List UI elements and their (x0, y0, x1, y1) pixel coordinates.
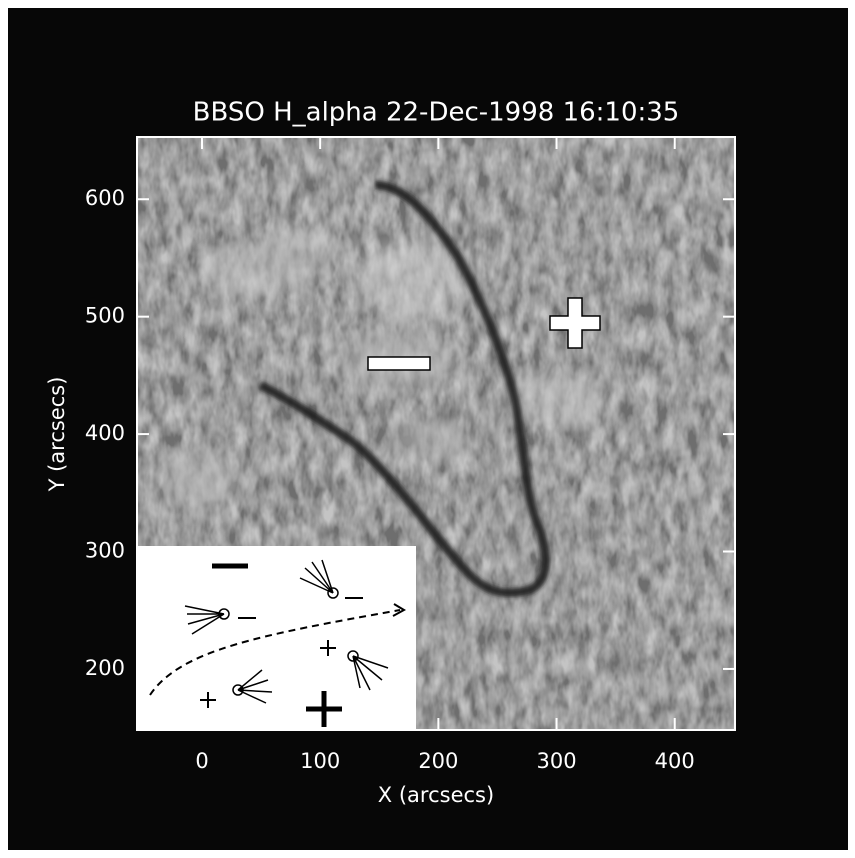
y-tick-label: 600 (85, 186, 125, 210)
y-tick-label: 300 (85, 539, 125, 563)
x-tick-label: 400 (655, 749, 695, 773)
x-axis-label: X (arcsecs) (378, 783, 494, 807)
y-axis-label: Y (arcsecs) (45, 377, 69, 493)
x-tick-label: 0 (195, 749, 208, 773)
x-tick-label: 200 (418, 749, 458, 773)
chart-title: BBSO H_alpha 22-Dec-1998 16:10:35 (193, 98, 680, 128)
x-tick-label: 300 (536, 749, 576, 773)
y-tick-label: 400 (85, 421, 125, 445)
y-tick-label: 500 (85, 304, 125, 328)
y-tick-label: 200 (85, 656, 125, 680)
inset-sketch (137, 546, 416, 730)
x-tick-label: 100 (300, 749, 340, 773)
